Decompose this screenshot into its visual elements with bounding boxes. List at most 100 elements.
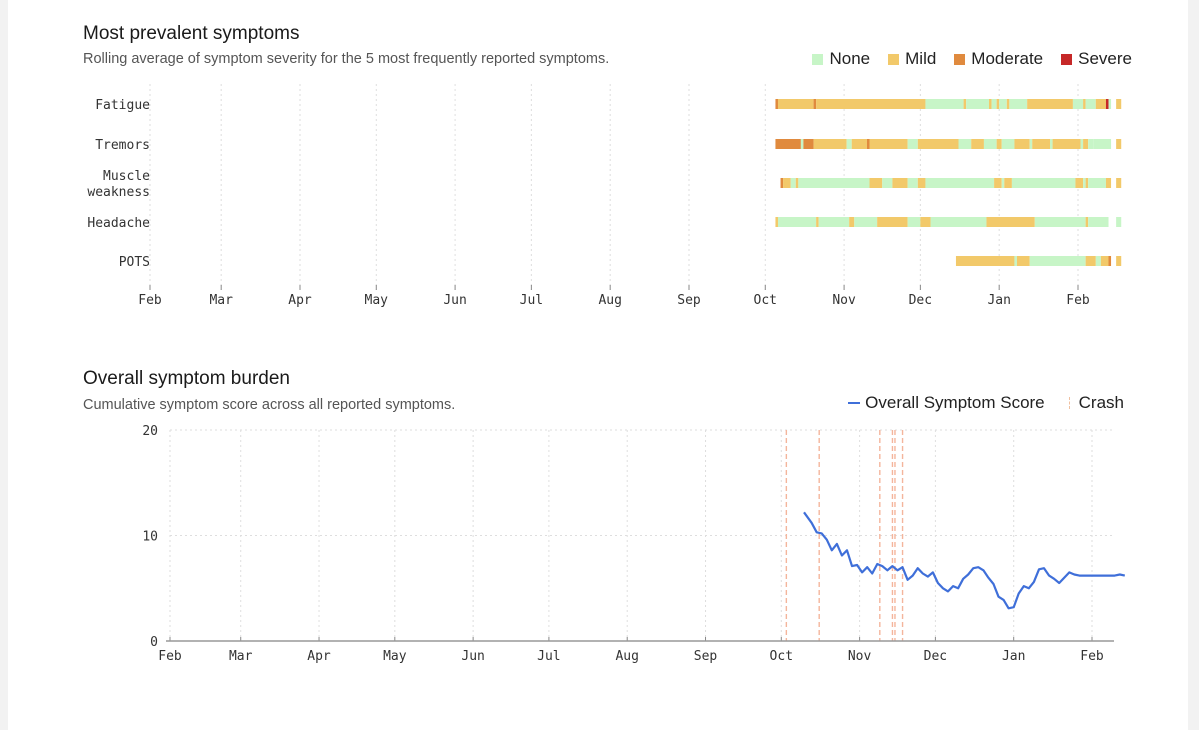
line-month-label-10: Dec [924,649,947,664]
heatmap-cell [813,99,817,109]
heatmap-cell [907,217,921,227]
heatmap-cell [795,178,799,188]
heatmap-month-label-3: May [365,293,389,308]
symptoms-title: Most prevalent symptoms [83,23,300,44]
line-month-label-7: Sep [694,649,718,664]
heatmap-cell [1006,99,1010,109]
line-month-label-1: Mar [229,649,253,664]
heatmap-cell [1029,256,1086,266]
heatmap-cell [816,99,926,109]
heatmap-cell [1088,139,1094,149]
line-y-tick-label-1: 10 [142,530,158,545]
heatmap-cell [996,99,1000,109]
heatmap-cell [1116,139,1122,149]
line-month-label-0: Feb [158,649,182,664]
heatmap-row-label: POTS [119,255,150,270]
heatmap-cell [1100,256,1109,266]
heatmap-cell [1116,256,1122,266]
symptom-heatmap: Feb Mar Apr May Jun Jul Aug Sep Oct Nov Dec Jan Feb F… [87,84,1122,308]
symptom-score-line [803,511,1126,610]
heatmap-cell [1011,178,1076,188]
heatmap-cell [1014,139,1030,149]
heatmap-cell [1083,139,1089,149]
heatmap-cell [920,217,931,227]
heatmap-row-label: Muscle [103,169,150,184]
heatmap-cell [983,139,997,149]
heatmap-cell [1001,139,1015,149]
heatmap-cell [1093,139,1112,149]
burden-subtitle: Cumulative symptom score across all repo… [83,397,456,413]
heatmap-cell [1014,256,1017,266]
heatmap-cell [800,139,804,149]
legend-line-glyph [848,402,861,404]
heatmap-cell [1085,256,1096,266]
legend-severe: Severe [1061,49,1132,69]
heatmap-month-label-6: Aug [598,293,621,308]
heatmap-cell [1105,178,1112,188]
heatmap-month-label-2: Apr [288,293,312,308]
heatmap-cell [877,217,908,227]
heatmap-cell [917,178,926,188]
line-month-label-12: Feb [1080,649,1104,664]
dashboard-card: Most prevalent symptoms Rolling average … [8,0,1188,730]
heatmap-month-label-0: Feb [138,293,162,308]
line-month-label-6: Aug [615,649,638,664]
heatmap-cell [1095,256,1101,266]
heatmap-cell [1116,178,1122,188]
legend-moderate: Moderate [954,49,1043,69]
line-y-tick-label-0: 0 [150,635,158,650]
legend-crash: Crash [1068,393,1124,413]
heatmap-cell [1105,99,1109,109]
heatmap-cell [1108,256,1112,266]
line-month-label-11: Jan [1002,649,1025,664]
line-y-tick-label-2: 20 [142,424,158,439]
heatmap-month-label-8: Oct [754,293,777,308]
heatmap-cell [866,139,870,149]
heatmap-cell [1052,139,1081,149]
heatmap-cell [790,178,796,188]
legend-swatch-none [812,53,824,65]
heatmap-cell [958,139,972,149]
line-month-label-2: Apr [307,649,331,664]
heatmap-cell [869,139,908,149]
heatmap-cell [846,139,852,149]
heatmap-cell [966,99,990,109]
legend-swatch-mild [888,53,900,65]
heatmap-cell [925,99,964,109]
heatmap-cell [1088,217,1109,227]
legend-score: Overall Symptom Score [848,393,1045,413]
heatmap-cell [996,139,1002,149]
heatmap-cell [1080,139,1084,149]
heatmap-cell [999,99,1007,109]
line-month-label-9: Nov [848,649,872,664]
heatmap-row-label: Fatigue [95,98,150,113]
line-month-label-4: Jun [461,649,484,664]
heatmap-cell [851,139,867,149]
heatmap-cell [803,139,814,149]
heatmap-row-label: Tremors [95,138,150,153]
heatmap-cell [955,256,1015,266]
line-month-label-3: May [383,649,407,664]
heatmap-cell [854,217,878,227]
line-month-label-5: Jul [537,649,560,664]
heatmap-row-label: Headache [87,216,150,231]
heatmap-cell [963,99,967,109]
heatmap-cell [1009,99,1028,109]
heatmap-cell [777,99,814,109]
heatmap-cell [882,178,893,188]
heatmap-cell [930,217,987,227]
heatmap-month-label-9: Nov [832,293,856,308]
symptoms-subtitle: Rolling average of symptom severity for … [83,51,610,67]
heatmap-cell [1085,217,1089,227]
heatmap-month-label-1: Mar [209,293,233,308]
heatmap-cell [994,178,1002,188]
heatmap-cell [1027,99,1073,109]
burden-line-chart: 0 10 20 Feb Mar Apr May Jun Jul Aug Sep Oct Nov Dec Ja… [142,424,1126,664]
heatmap-cell [780,178,784,188]
legend-swatch-moderate [954,53,966,65]
heatmap-row-label: weakness [87,185,150,200]
line-month-label-8: Oct [770,649,793,664]
heatmap-month-label-7: Sep [677,293,701,308]
heatmap-cell [818,217,850,227]
heatmap-cell [986,217,1035,227]
